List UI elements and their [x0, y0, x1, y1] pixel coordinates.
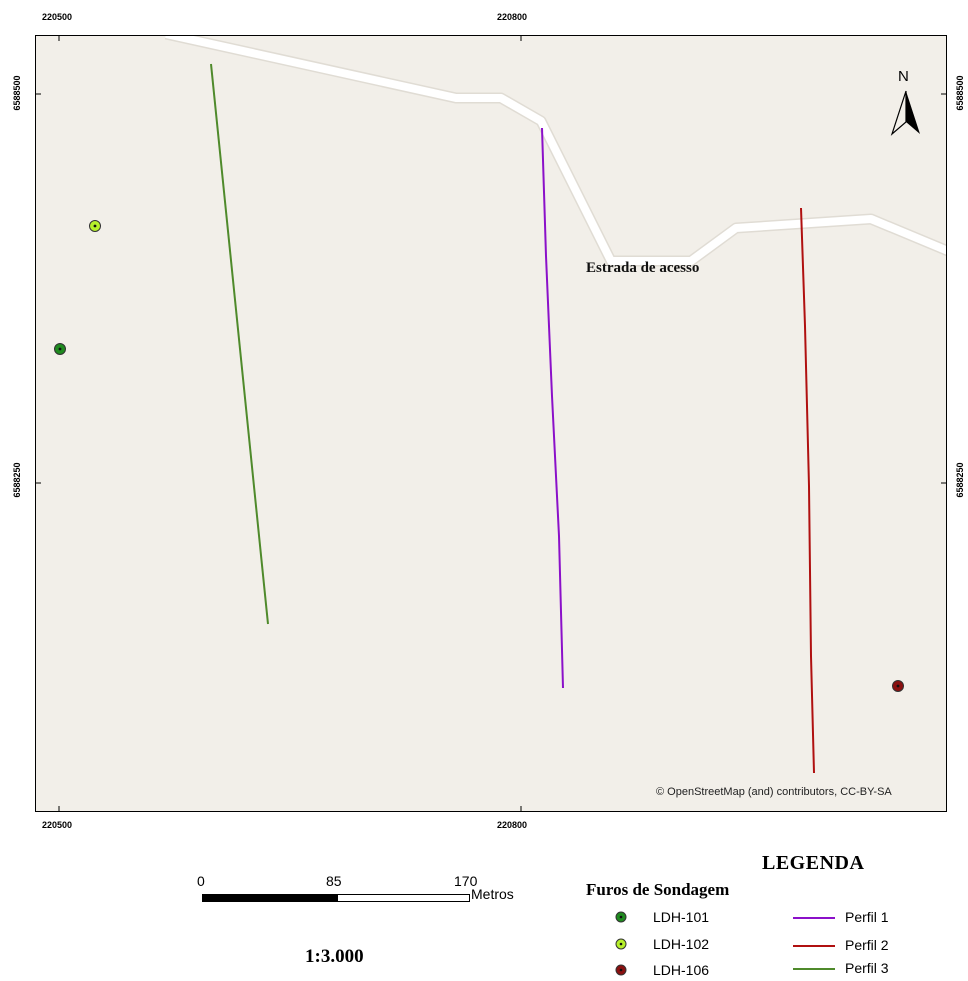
- legend-label-ldh-106: LDH-106: [653, 962, 710, 978]
- road-label: Estrada de acesso: [586, 260, 700, 276]
- y-tick-right-6588500: 6588500: [955, 75, 965, 111]
- access-road-fill: [165, 36, 946, 265]
- x-tick-top-220500: 220500: [42, 12, 73, 22]
- ldh-106-legend-icon: [615, 964, 627, 976]
- y-tick-left-6588250: 6588250: [12, 462, 22, 498]
- north-label: N: [898, 68, 909, 85]
- scalebar-tick-170: 170: [454, 873, 478, 889]
- y-tick-right-6588250: 6588250: [955, 462, 965, 498]
- legend-label-ldh-102: LDH-102: [653, 936, 710, 952]
- perfil-3-legend-line: [793, 968, 835, 970]
- legend-label-perfil-1: Perfil 1: [845, 909, 889, 925]
- perfil-3-line: [210, 63, 269, 625]
- perfil-1-legend-line: [793, 917, 835, 919]
- ldh-102-legend-icon: [615, 938, 627, 950]
- ldh-106-marker: [892, 680, 904, 692]
- perfil-1-line: [541, 127, 564, 689]
- legend-label-ldh-101: LDH-101: [653, 909, 710, 925]
- ldh-101-marker: [54, 343, 66, 355]
- ldh-101-legend-icon: [615, 911, 627, 923]
- scalebar-tick-85: 85: [326, 873, 342, 889]
- north-arrow-icon: [890, 90, 920, 136]
- map-frame[interactable]: N Estrada de acesso © OpenStreetMap (and…: [35, 35, 947, 812]
- map-attribution: © OpenStreetMap (and) contributors, CC-B…: [656, 786, 892, 798]
- map-canvas: [36, 36, 946, 811]
- legend-points-title: Furos de Sondagem: [586, 880, 730, 899]
- perfil-2-line: [800, 207, 815, 774]
- ldh-102-marker: [89, 220, 101, 232]
- scalebar-unit: Metros: [471, 886, 514, 902]
- scalebar-segment-black: [202, 894, 338, 902]
- scalebar-tick-0: 0: [197, 873, 205, 889]
- y-tick-left-6588500: 6588500: [12, 75, 22, 111]
- x-tick-bottom-220800: 220800: [497, 820, 528, 830]
- x-tick-top-220800: 220800: [497, 12, 528, 22]
- legend-title: LEGENDA: [762, 852, 865, 874]
- legend-label-perfil-2: Perfil 2: [845, 937, 889, 953]
- scale-ratio: 1:3.000: [305, 946, 364, 967]
- x-tick-bottom-220500: 220500: [42, 820, 73, 830]
- perfil-2-legend-line: [793, 945, 835, 947]
- scalebar-segment-white: [337, 894, 470, 902]
- legend-label-perfil-3: Perfil 3: [845, 960, 889, 976]
